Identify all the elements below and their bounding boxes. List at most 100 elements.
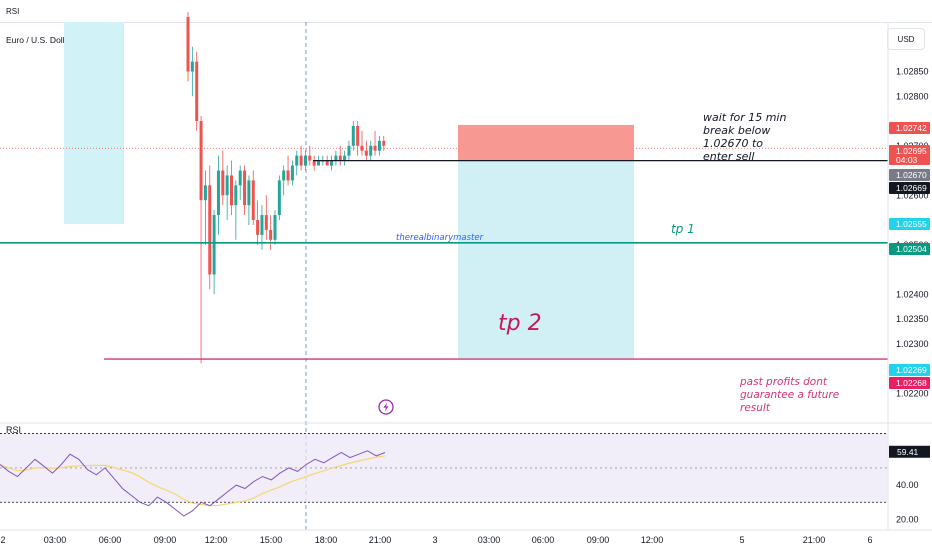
- price-badge-label: 1.02268: [896, 378, 927, 388]
- candle-body: [338, 155, 342, 161]
- candle: [256, 200, 260, 245]
- candle-body: [308, 155, 312, 161]
- candle: [199, 116, 203, 364]
- candle-body: [247, 180, 251, 206]
- tp1-label: tp 1: [671, 222, 695, 236]
- candle: [238, 165, 242, 201]
- stop-loss-zone: [458, 124, 634, 161]
- candle: [312, 155, 316, 171]
- candle: [234, 180, 238, 240]
- candle: [343, 150, 347, 166]
- candle: [351, 121, 355, 151]
- time-tick-label: 21:00: [369, 535, 392, 545]
- candle-body: [186, 17, 190, 72]
- candle: [216, 155, 220, 235]
- candle: [308, 145, 312, 166]
- candle: [273, 210, 277, 245]
- candle-body: [225, 175, 229, 196]
- indicator-label[interactable]: RSI: [6, 7, 20, 16]
- time-tick-label: 03:00: [44, 535, 67, 545]
- price-badge-countdown: 04:03: [896, 155, 918, 165]
- price-badge: [889, 364, 930, 376]
- candle: [230, 160, 233, 216]
- candle-body: [317, 160, 320, 166]
- rsi-tick-label: 20.00: [896, 514, 919, 524]
- lightning-icon[interactable]: [378, 399, 394, 415]
- time-tick-label: 06:00: [532, 535, 555, 545]
- candle-body: [325, 160, 329, 166]
- price-tick-label: 1.02850: [896, 67, 929, 77]
- time-tick-label: 21:00: [803, 535, 826, 545]
- price-badge-label: 1.02742: [896, 123, 927, 133]
- candle-body: [364, 150, 368, 156]
- rsi-tick-label: 40.00: [896, 480, 919, 490]
- candle-body: [277, 180, 281, 216]
- candle: [212, 210, 216, 295]
- price-badge-label: 1.02669: [896, 183, 927, 193]
- candle-body: [260, 215, 264, 235]
- disclaimer-line-1: past profits dont: [739, 376, 828, 388]
- price-badge-label: 1.02555: [896, 219, 927, 229]
- time-tick-label: 2: [0, 535, 5, 545]
- candle-body: [360, 145, 364, 151]
- entry-note-line-4: enter sell: [703, 150, 754, 163]
- candle: [247, 175, 251, 225]
- candle-body: [251, 180, 255, 220]
- time-tick-label: 6: [867, 535, 872, 545]
- rsi-value-badge: [889, 445, 930, 458]
- price-badge: [889, 218, 930, 230]
- candle: [290, 160, 294, 186]
- time-tick-label: 3: [432, 535, 437, 545]
- symbol-title: Euro / U.S. Dollar, 15, OANDA: [6, 35, 121, 45]
- entry-note-line-3: 1.02670 to: [703, 137, 763, 150]
- candle: [373, 130, 377, 156]
- time-tick-label: 03:00: [478, 535, 501, 545]
- rsi-value-label: 59.41: [897, 447, 919, 457]
- candle-body: [356, 125, 360, 146]
- candle: [203, 170, 207, 245]
- price-tick-label: 1.02400: [896, 289, 929, 299]
- candle-body: [212, 215, 216, 275]
- candle: [282, 165, 286, 196]
- time-tick-label: 12:00: [205, 535, 228, 545]
- time-tick-label: 12:00: [641, 535, 664, 545]
- candle-body: [199, 121, 203, 201]
- entry-note-line-2: break below: [703, 124, 770, 137]
- candle: [221, 150, 225, 206]
- candle-body: [343, 155, 347, 161]
- disclaimer-line-2: guarantee a future: [740, 389, 839, 401]
- candle-body: [312, 160, 316, 166]
- time-tick-label: 18:00: [315, 535, 338, 545]
- candle-body: [238, 170, 242, 186]
- candle: [377, 135, 381, 156]
- rsi-ma-line: [0, 455, 386, 507]
- candle-body: [282, 170, 286, 181]
- candle-body: [347, 145, 351, 156]
- candle-body: [295, 155, 299, 166]
- candle-body: [334, 155, 338, 161]
- candle-body: [373, 145, 377, 151]
- candle: [338, 145, 342, 166]
- candle-body: [382, 140, 386, 146]
- candle-body: [299, 155, 303, 166]
- candle-body: [369, 145, 373, 156]
- take-profit-zone: [458, 160, 634, 360]
- price-badge-label: 1.02504: [896, 244, 927, 254]
- disclaimer-line-3: result: [740, 402, 771, 414]
- candle: [195, 51, 199, 131]
- top-toolbar: RSI: [0, 0, 932, 23]
- candle: [295, 150, 299, 176]
- price-badge: [889, 243, 930, 255]
- session-highlight-box: [64, 22, 124, 224]
- candle: [186, 12, 190, 82]
- candle-body: [330, 160, 334, 166]
- candle-body: [216, 170, 220, 216]
- candle-body: [269, 229, 273, 240]
- rsi-panel-label: RSI: [6, 425, 21, 435]
- candle: [347, 140, 351, 161]
- candle-body: [208, 185, 212, 275]
- candle: [269, 215, 273, 250]
- candle: [303, 150, 307, 171]
- time-tick-label: 09:00: [154, 535, 177, 545]
